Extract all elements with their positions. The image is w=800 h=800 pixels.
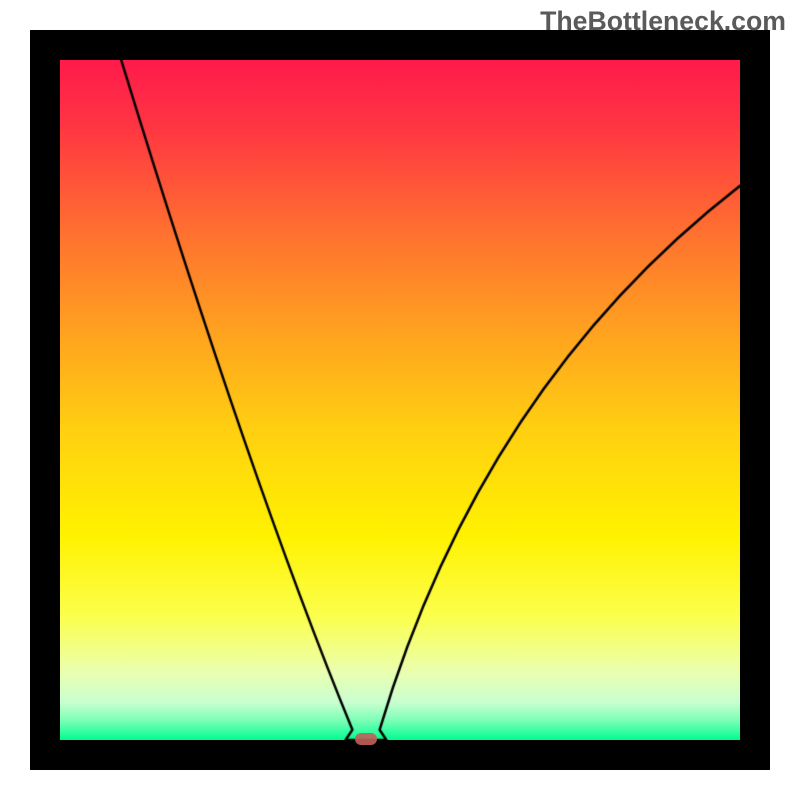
watermark-text: TheBottleneck.com (540, 6, 786, 37)
bottleneck-marker (355, 733, 377, 745)
chart-root: TheBottleneck.com (0, 0, 800, 800)
plot-frame (30, 30, 770, 770)
curve-canvas (60, 60, 740, 740)
